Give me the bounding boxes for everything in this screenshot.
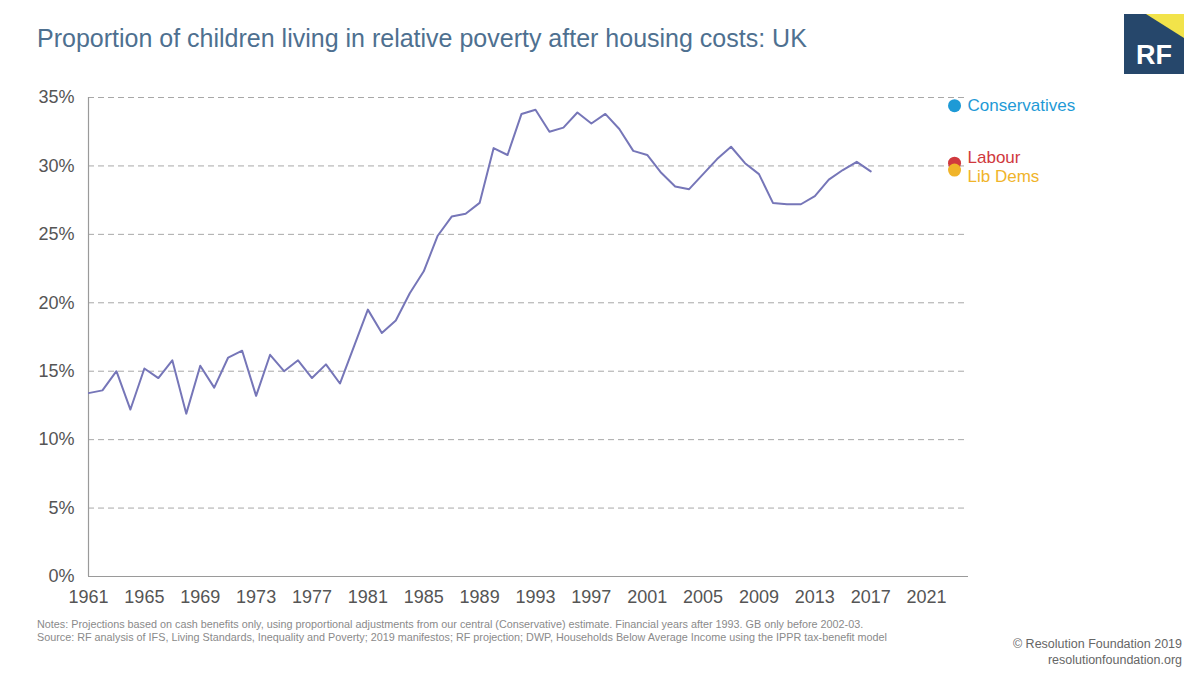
svg-text:1973: 1973 — [236, 587, 276, 607]
html-text:resolutionfoundation.org: resolutionfoundation.org — [1047, 653, 1182, 668]
svg-text:1985: 1985 — [404, 587, 444, 607]
svg-text:2005: 2005 — [683, 587, 723, 607]
svg-text:1981: 1981 — [348, 587, 388, 607]
svg-text:35%: 35% — [38, 87, 74, 107]
svg-text:1977: 1977 — [292, 587, 332, 607]
svg-text:2009: 2009 — [739, 587, 779, 607]
svg-text:2013: 2013 — [795, 587, 835, 607]
html-text:Proportion of children living: Proportion of children living in relativ… — [37, 24, 807, 52]
svg-text:1961: 1961 — [68, 587, 108, 607]
svg-text:20%: 20% — [38, 293, 74, 313]
svg-text:2021: 2021 — [907, 587, 947, 607]
svg-text:5%: 5% — [48, 498, 74, 518]
svg-text:RF: RF — [1136, 40, 1172, 70]
svg-text:Conservatives: Conservatives — [968, 96, 1076, 115]
svg-text:Labour: Labour — [968, 148, 1021, 167]
svg-text:1969: 1969 — [180, 587, 220, 607]
svg-text:15%: 15% — [38, 361, 74, 381]
html-text:© Resolution Foundation 2019: © Resolution Foundation 2019 — [1012, 637, 1182, 651]
svg-text:1989: 1989 — [460, 587, 500, 607]
svg-text:Lib Dems: Lib Dems — [968, 167, 1040, 186]
svg-text:2001: 2001 — [627, 587, 667, 607]
svg-text:2017: 2017 — [851, 587, 891, 607]
svg-text:1965: 1965 — [124, 587, 164, 607]
svg-text:0%: 0% — [48, 566, 74, 586]
html-text:Notes: Projections based on ca: Notes: Projections based on cash benefit… — [37, 618, 864, 630]
svg-text:25%: 25% — [38, 224, 74, 244]
svg-text:30%: 30% — [38, 156, 74, 176]
svg-text:1997: 1997 — [571, 587, 611, 607]
svg-text:10%: 10% — [38, 429, 74, 449]
html-text:Source: RF analysis of IFS, Li: Source: RF analysis of IFS, Living Stand… — [37, 631, 887, 644]
svg-text:1993: 1993 — [515, 587, 555, 607]
